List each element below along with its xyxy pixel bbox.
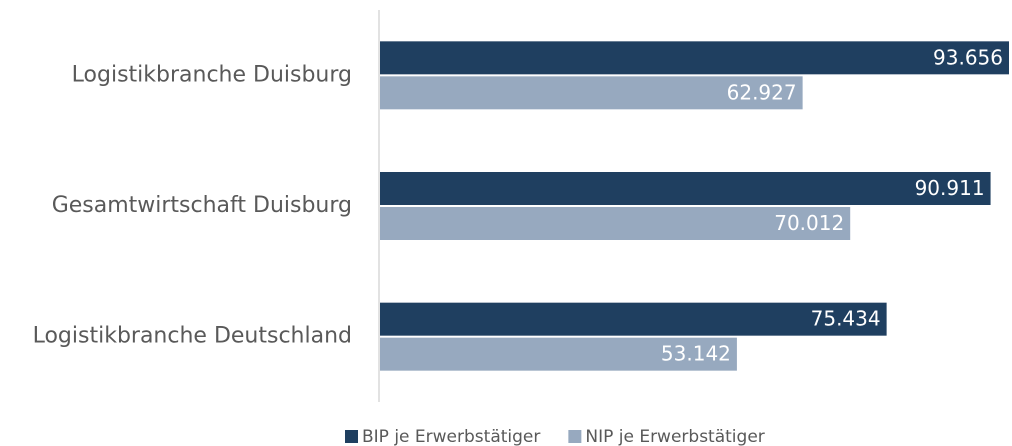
value-label: 93.656	[933, 45, 1003, 69]
bar	[380, 302, 887, 336]
value-label: 90.911	[915, 176, 985, 200]
bar	[380, 207, 851, 240]
value-label: 70.012	[774, 211, 844, 235]
bar	[380, 41, 1009, 75]
legend-swatch	[568, 430, 582, 443]
category-label: Gesamtwirtschaft Duisburg	[52, 193, 352, 218]
value-label: 53.142	[661, 342, 731, 366]
value-label: 62.927	[727, 80, 797, 104]
bar	[380, 172, 991, 205]
bar	[380, 337, 737, 371]
legend-label: BIP je Erwerbstätiger	[362, 427, 540, 446]
legend-label: NIP je Erwerbstätiger	[585, 427, 764, 446]
bar	[380, 76, 803, 110]
category-label: Logistikbranche Duisburg	[72, 62, 352, 87]
category-label: Logistikbranche Deutschland	[33, 324, 352, 349]
legend-swatch	[345, 430, 358, 443]
value-label: 75.434	[811, 307, 881, 331]
